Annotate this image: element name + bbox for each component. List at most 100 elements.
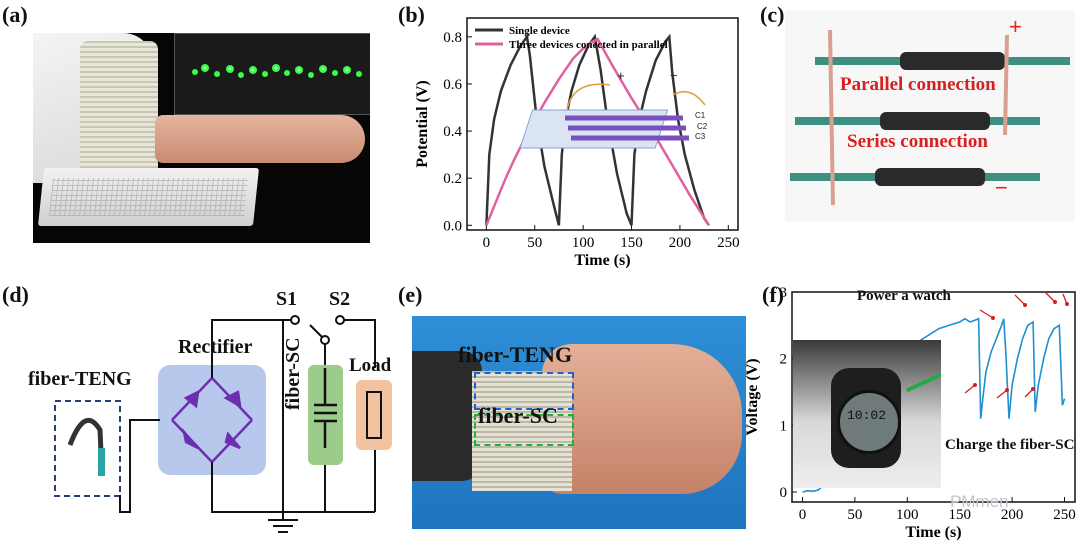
red-arrowhead-6 (1005, 388, 1009, 392)
panel-label-c: (c) (760, 2, 785, 27)
x-tick-label: 50 (527, 235, 542, 251)
red-arrow-5 (964, 384, 976, 394)
photo-wrist-teng (33, 33, 370, 243)
photo-fiber-connections: + − Parallel connection Series connectio… (785, 10, 1075, 222)
red-arrow-1 (979, 309, 994, 319)
photo-wrist-devices: fiber-TENG fiber-SC (412, 316, 746, 529)
red-arrowhead-3 (1053, 300, 1057, 304)
fiber-device-middle (795, 112, 1040, 130)
inset-wire-plus (566, 83, 611, 111)
x-tick-label: 0 (799, 507, 807, 523)
x-tick-label: 200 (669, 235, 692, 251)
plot-frame (791, 291, 1076, 503)
plus-sign: + (1009, 14, 1022, 39)
teng-box (54, 400, 121, 497)
y-tick-label: 0.6 (443, 77, 462, 93)
charge-sc-label: Charge the fiber-SC (945, 437, 1075, 453)
inset-label-c1: C1 (695, 111, 706, 120)
x-axis-label: Time (s) (905, 524, 961, 541)
sc-region-box (474, 414, 574, 446)
x-tick-label: 250 (717, 235, 740, 251)
inset-wire-minus (672, 90, 706, 106)
y-tick-label: 0.0 (443, 218, 462, 234)
x-tick-label: 50 (847, 507, 862, 523)
watermark-text: PMmen (950, 492, 1009, 511)
x-tick-label: 100 (572, 235, 595, 251)
red-arrow-6 (996, 389, 1008, 399)
chart-b-potential-vs-time: 0 50 100 150 200 250 0.0 0.2 0.4 0.6 0.8 Time (s) Po… (414, 17, 740, 268)
y-tick-label: 2 (780, 352, 788, 368)
knitted-wristband (80, 41, 158, 191)
x-tick-label: 0 (483, 235, 491, 251)
legend-label-2: Three devices conected in parallel (509, 39, 668, 51)
switch-s1-terminal (290, 315, 300, 325)
rectifier-label: Rectifier (178, 336, 253, 358)
series-line-1 (485, 33, 711, 227)
sc-region-label: fiber-SC (478, 403, 558, 428)
wire-left (828, 29, 835, 206)
capacitor-icon (314, 368, 337, 448)
series-connection-label: Series connection (847, 131, 988, 152)
panel-label-d: (d) (2, 282, 29, 307)
rectifier-box (158, 365, 266, 475)
teng-electrode-icon (98, 448, 105, 476)
inset-label-c3: C3 (695, 132, 706, 141)
inset-label-minus: − (670, 68, 678, 83)
red-arrowhead-5 (973, 383, 977, 387)
x-tick-label: 250 (1053, 507, 1076, 523)
x-tick-label: 200 (1001, 507, 1024, 523)
watch-display: 10:02 (847, 408, 887, 423)
power-watch-label: Power a watch (857, 288, 951, 304)
hand (542, 344, 742, 494)
y-tick-label: 0.4 (443, 124, 462, 140)
panel-label-f: (f) (762, 282, 784, 307)
photo-watch-inset: 10:02 (793, 340, 941, 488)
ground-icon (268, 519, 298, 533)
panel-label-e: (e) (398, 282, 423, 307)
y-axis-label: Voltage (V) (745, 358, 761, 435)
switch-s2-terminal (335, 315, 345, 325)
inset-label-c2: C2 (697, 122, 708, 131)
knitted-band (472, 371, 572, 491)
watch-face (837, 390, 901, 454)
teng-label: fiber-TENG (28, 368, 132, 390)
red-arrowhead-4 (1065, 302, 1069, 306)
red-arrow-2 (1014, 294, 1026, 306)
y-axis-label: Potential (V) (414, 80, 431, 168)
fiber-sc-box (308, 365, 343, 465)
red-arrowhead-2 (1023, 303, 1027, 307)
load-label: Load (349, 355, 392, 376)
y-tick-label: 0.2 (443, 171, 462, 187)
switch-s1-label: S1 (276, 288, 298, 310)
green-wire (906, 371, 941, 393)
fiber-sc-devices: + − (790, 14, 1070, 206)
minus-sign: − (995, 175, 1008, 200)
breadboard (37, 168, 260, 226)
panel-label-b: (b) (398, 2, 425, 27)
red-arrow-3 (1044, 291, 1056, 303)
red-arrowhead-7 (1031, 387, 1035, 391)
fiber-device-top (815, 52, 1070, 70)
teng-region-box (474, 372, 574, 410)
circuit-diagram (54, 315, 392, 533)
x-axis-label: Time (s) (574, 252, 630, 268)
fiber-device-bottom (790, 168, 1040, 186)
x-tick-label: 100 (896, 507, 919, 523)
circuit-wires (119, 319, 376, 520)
switch-s2-label: S2 (329, 288, 351, 310)
forearm (155, 115, 365, 163)
teng-region-label: fiber-TENG (458, 342, 573, 367)
y-tick-label: 0 (780, 485, 788, 501)
load-box (356, 380, 392, 450)
y-tick-label: 0.8 (443, 30, 462, 46)
diode-bridge-icon (171, 377, 253, 463)
fiber-sc-label: fiber-SC (282, 337, 304, 410)
panel-label-a: (a) (2, 2, 28, 27)
sleeve-dark (412, 351, 482, 481)
parallel-connection-label: Parallel connection (840, 74, 996, 95)
led-array-inset (174, 33, 370, 115)
y-tick-label: 3 (780, 285, 788, 301)
x-tick-label: 150 (948, 507, 971, 523)
y-tick-label: 1 (780, 418, 788, 434)
inset-label-plus: + (617, 68, 625, 83)
